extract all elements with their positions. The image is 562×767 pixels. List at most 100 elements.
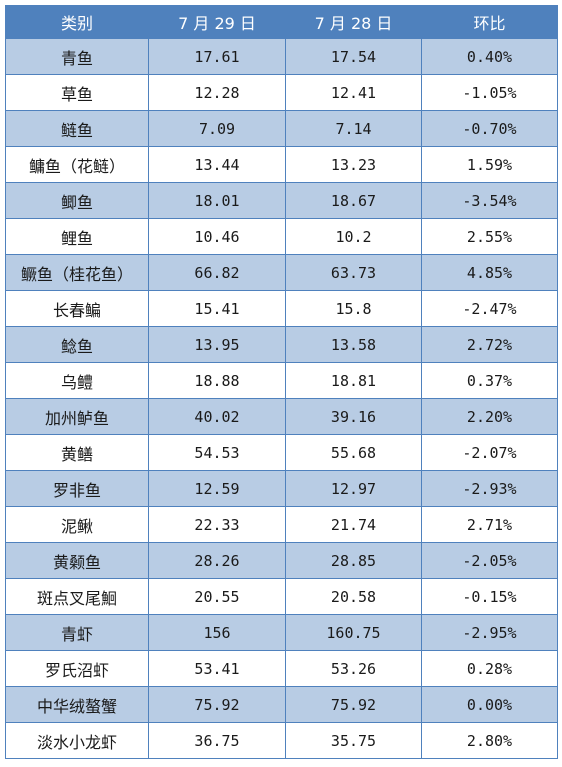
cell-price-current: 66.82: [148, 254, 286, 291]
cell-price-current: 18.01: [148, 182, 286, 219]
cell-price-previous: 35.75: [285, 722, 422, 759]
cell-change: 2.71%: [421, 506, 558, 543]
cell-change: -2.95%: [421, 614, 558, 651]
cell-change: -0.15%: [421, 578, 558, 615]
cell-price-current: 75.92: [148, 686, 286, 723]
cell-category: 草鱼: [5, 74, 149, 111]
cell-change: 1.59%: [421, 146, 558, 183]
table-row: 乌鳢 18.88 18.81 0.37%: [5, 362, 558, 399]
cell-price-current: 17.61: [148, 38, 286, 75]
header-date-previous: 7 月 28 日: [285, 5, 422, 39]
cell-change: 0.28%: [421, 650, 558, 687]
cell-price-previous: 21.74: [285, 506, 422, 543]
cell-change: 0.37%: [421, 362, 558, 399]
cell-price-previous: 53.26: [285, 650, 422, 687]
cell-category: 黄鳝: [5, 434, 149, 471]
table-row: 罗非鱼 12.59 12.97 -2.93%: [5, 470, 558, 507]
table-row: 鳙鱼（花鲢） 13.44 13.23 1.59%: [5, 146, 558, 183]
price-comparison-table: 类别 7 月 29 日 7 月 28 日 环比 青鱼 17.61 17.54 0.40…: [5, 5, 558, 759]
cell-price-previous: 13.23: [285, 146, 422, 183]
table-row: 泥鳅 22.33 21.74 2.71%: [5, 506, 558, 543]
cell-price-current: 15.41: [148, 290, 286, 327]
cell-category: 长春鳊: [5, 290, 149, 327]
cell-category: 中华绒螯蟹: [5, 686, 149, 723]
cell-price-current: 13.95: [148, 326, 286, 363]
cell-price-previous: 18.81: [285, 362, 422, 399]
cell-price-previous: 55.68: [285, 434, 422, 471]
table-row: 鲫鱼 18.01 18.67 -3.54%: [5, 182, 558, 219]
header-date-current: 7 月 29 日: [148, 5, 286, 39]
cell-price-current: 40.02: [148, 398, 286, 435]
cell-category: 淡水小龙虾: [5, 722, 149, 759]
cell-price-previous: 13.58: [285, 326, 422, 363]
table-row: 鲢鱼 7.09 7.14 -0.70%: [5, 110, 558, 147]
cell-price-current: 28.26: [148, 542, 286, 579]
cell-price-current: 12.28: [148, 74, 286, 111]
cell-price-previous: 160.75: [285, 614, 422, 651]
cell-price-current: 22.33: [148, 506, 286, 543]
header-category: 类别: [5, 5, 149, 39]
cell-price-previous: 12.41: [285, 74, 422, 111]
table-row: 长春鳊 15.41 15.8 -2.47%: [5, 290, 558, 327]
cell-change: 2.55%: [421, 218, 558, 255]
cell-price-previous: 10.2: [285, 218, 422, 255]
table-row: 草鱼 12.28 12.41 -1.05%: [5, 74, 558, 111]
table-row: 黄鳝 54.53 55.68 -2.07%: [5, 434, 558, 471]
cell-price-current: 7.09: [148, 110, 286, 147]
cell-change: 2.72%: [421, 326, 558, 363]
table-row: 鲤鱼 10.46 10.2 2.55%: [5, 218, 558, 255]
table-row: 加州鲈鱼 40.02 39.16 2.20%: [5, 398, 558, 435]
cell-category: 鳜鱼（桂花鱼）: [5, 254, 149, 291]
cell-price-current: 13.44: [148, 146, 286, 183]
header-change: 环比: [421, 5, 558, 39]
cell-price-current: 18.88: [148, 362, 286, 399]
cell-change: 2.80%: [421, 722, 558, 759]
cell-change: -2.05%: [421, 542, 558, 579]
table-row: 鳜鱼（桂花鱼） 66.82 63.73 4.85%: [5, 254, 558, 291]
cell-price-previous: 17.54: [285, 38, 422, 75]
cell-category: 斑点叉尾鮰: [5, 578, 149, 615]
cell-category: 鲫鱼: [5, 182, 149, 219]
cell-price-current: 156: [148, 614, 286, 651]
table-row: 斑点叉尾鮰 20.55 20.58 -0.15%: [5, 578, 558, 615]
table-row: 青虾 156 160.75 -2.95%: [5, 614, 558, 651]
cell-change: 4.85%: [421, 254, 558, 291]
table-row: 中华绒螯蟹 75.92 75.92 0.00%: [5, 686, 558, 723]
table-body: 青鱼 17.61 17.54 0.40% 草鱼 12.28 12.41 -1.05% 鲢鱼 7.0…: [5, 38, 558, 759]
cell-change: -2.47%: [421, 290, 558, 327]
cell-change: -2.93%: [421, 470, 558, 507]
cell-change: -2.07%: [421, 434, 558, 471]
cell-price-previous: 75.92: [285, 686, 422, 723]
cell-category: 罗氏沼虾: [5, 650, 149, 687]
cell-category: 鲤鱼: [5, 218, 149, 255]
cell-change: -3.54%: [421, 182, 558, 219]
cell-price-current: 12.59: [148, 470, 286, 507]
table-row: 罗氏沼虾 53.41 53.26 0.28%: [5, 650, 558, 687]
cell-category: 泥鳅: [5, 506, 149, 543]
table-row: 淡水小龙虾 36.75 35.75 2.80%: [5, 722, 558, 759]
cell-price-previous: 7.14: [285, 110, 422, 147]
cell-price-previous: 18.67: [285, 182, 422, 219]
table-row: 青鱼 17.61 17.54 0.40%: [5, 38, 558, 75]
cell-price-current: 53.41: [148, 650, 286, 687]
cell-change: -1.05%: [421, 74, 558, 111]
cell-change: 2.20%: [421, 398, 558, 435]
cell-category: 乌鳢: [5, 362, 149, 399]
cell-category: 黄颡鱼: [5, 542, 149, 579]
cell-price-previous: 20.58: [285, 578, 422, 615]
cell-price-previous: 63.73: [285, 254, 422, 291]
cell-category: 加州鲈鱼: [5, 398, 149, 435]
cell-price-current: 36.75: [148, 722, 286, 759]
table-row: 鲶鱼 13.95 13.58 2.72%: [5, 326, 558, 363]
cell-price-previous: 28.85: [285, 542, 422, 579]
cell-category: 鳙鱼（花鲢）: [5, 146, 149, 183]
table-header: 类别 7 月 29 日 7 月 28 日 环比: [5, 5, 558, 39]
cell-category: 罗非鱼: [5, 470, 149, 507]
cell-change: 0.40%: [421, 38, 558, 75]
cell-price-previous: 15.8: [285, 290, 422, 327]
cell-category: 青鱼: [5, 38, 149, 75]
cell-price-current: 54.53: [148, 434, 286, 471]
cell-category: 鲶鱼: [5, 326, 149, 363]
cell-price-previous: 12.97: [285, 470, 422, 507]
